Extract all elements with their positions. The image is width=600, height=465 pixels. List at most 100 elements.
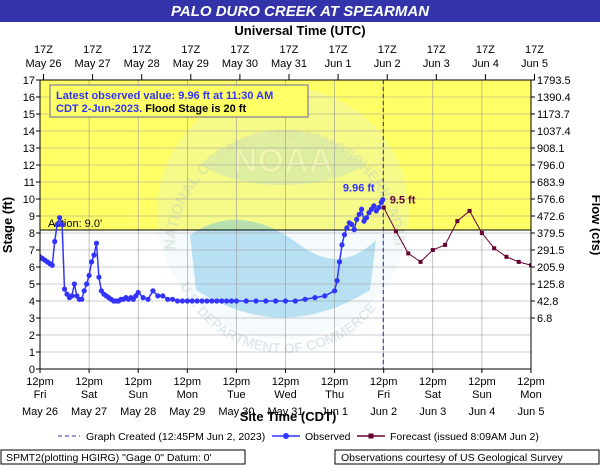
annotation-date: CDT 2-Jun-2023. (56, 103, 142, 115)
right-tick-label: 205.9 (537, 262, 565, 274)
observed-point (189, 298, 195, 304)
footer-right-text: Observations courtesy of US Geological S… (341, 452, 564, 464)
observed-point (243, 298, 249, 304)
bottom-tick-day: Sun (472, 389, 492, 401)
observed-point (174, 298, 181, 304)
bottom-tick-date: May 26 (22, 406, 58, 418)
top-tick-time: 17Z (427, 44, 446, 56)
top-tick-time: 17Z (230, 44, 249, 56)
bottom-tick-date: Jun 5 (518, 406, 545, 418)
forecast-point (455, 219, 460, 224)
top-axis-title: Universal Time (UTC) (234, 23, 365, 38)
observed-point (160, 293, 166, 299)
bottom-tick-day: Tue (227, 389, 246, 401)
bottom-tick-day: Fri (34, 389, 47, 401)
left-tick-label: 16 (23, 92, 35, 104)
observed-point (380, 197, 386, 203)
observed-point (363, 215, 370, 221)
observed-value-label: 9.96 ft (343, 183, 375, 195)
observed-point (150, 288, 156, 294)
top-tick-time: 17Z (476, 44, 495, 56)
legend-observed-label: Observed (305, 431, 351, 443)
top-tick-time: 17Z (132, 44, 151, 56)
left-tick-label: 13 (23, 143, 35, 155)
bottom-tick-time: 12pm (75, 376, 103, 388)
bottom-tick-time: 12pm (517, 376, 545, 388)
observed-point (341, 232, 348, 238)
observed-point (194, 298, 200, 304)
observed-point (179, 298, 185, 304)
observed-point (223, 298, 230, 304)
bottom-tick-day: Thu (325, 389, 344, 401)
observed-point (52, 238, 58, 245)
top-tick-date: Jun 5 (521, 58, 548, 70)
top-tick-time: 17Z (83, 44, 102, 56)
observed-point (228, 298, 235, 304)
left-tick-label: 10 (23, 194, 35, 206)
observed-point (93, 240, 100, 246)
left-tick-label: 8 (29, 228, 35, 240)
left-tick-label: 9 (29, 211, 35, 223)
forecast-point (504, 254, 509, 259)
top-tick-time: 17Z (525, 44, 544, 56)
top-tick-time: 17Z (181, 44, 200, 56)
left-tick-label: 1 (29, 347, 35, 359)
observed-point (312, 295, 318, 301)
forecast-point (529, 263, 531, 268)
observed-point (81, 288, 87, 294)
observed-point (351, 227, 357, 233)
top-tick-time: 17Z (34, 44, 53, 56)
right-tick-label: 796.0 (537, 160, 565, 172)
bottom-tick-time: 12pm (223, 376, 251, 388)
observed-point (88, 259, 95, 265)
observed-point (273, 298, 279, 304)
observed-point (91, 252, 97, 258)
observed-point (59, 221, 65, 228)
forecast-value-label: 9.5 ft (390, 195, 416, 207)
top-tick-date: May 26 (25, 58, 61, 70)
bottom-tick-day: Sat (425, 389, 442, 401)
bottom-tick-date: May 27 (71, 406, 107, 418)
right-tick-label: 576.6 (537, 194, 565, 206)
forecast-point (430, 248, 435, 252)
bottom-tick-time: 12pm (26, 376, 54, 388)
observed-point (184, 298, 190, 304)
observed-point (334, 278, 340, 284)
left-tick-label: 12 (23, 160, 35, 172)
right-tick-label: 683.9 (537, 177, 565, 189)
left-tick-label: 3 (29, 313, 35, 325)
bottom-tick-date: May 28 (120, 406, 156, 418)
top-tick-date: May 31 (271, 58, 307, 70)
top-tick-date: May 28 (124, 58, 160, 70)
observed-point (253, 298, 259, 304)
bottom-tick-day: Mon (520, 389, 541, 401)
legend: Graph Created (12:45PM Jun 2, 2023) Obse… (58, 431, 539, 443)
left-tick-label: 6 (29, 262, 35, 274)
title-bar (0, 0, 600, 22)
bottom-tick-date: May 31 (267, 406, 303, 418)
observed-point (371, 203, 377, 209)
series-group (40, 197, 531, 304)
observed-point (219, 298, 225, 304)
observed-point (71, 281, 77, 287)
observed-point (84, 281, 90, 287)
left-tick-label: 7 (29, 245, 35, 257)
right-tick-label: 472.6 (537, 211, 565, 223)
bottom-tick-day: Sat (81, 389, 98, 401)
top-tick-date: May 30 (222, 58, 258, 70)
left-tick-label: 5 (29, 279, 35, 291)
observed-point (332, 288, 338, 294)
right-tick-label: 908.1 (537, 143, 565, 155)
observed-point (344, 225, 350, 231)
observed-point (233, 298, 239, 304)
bottom-tick-time: 12pm (419, 376, 447, 388)
bottom-tick-day: Sun (128, 389, 148, 401)
annotation-flood-stage: Flood Stage is 20 ft (142, 103, 246, 115)
forecast-point (443, 242, 448, 247)
bottom-tick-date: Jun 3 (419, 406, 446, 418)
bottom-tick-time: 12pm (468, 376, 496, 388)
bottom-tick-time: 12pm (124, 376, 152, 388)
bottom-tick-date: Jun 4 (468, 406, 495, 418)
observed-point (322, 293, 328, 299)
